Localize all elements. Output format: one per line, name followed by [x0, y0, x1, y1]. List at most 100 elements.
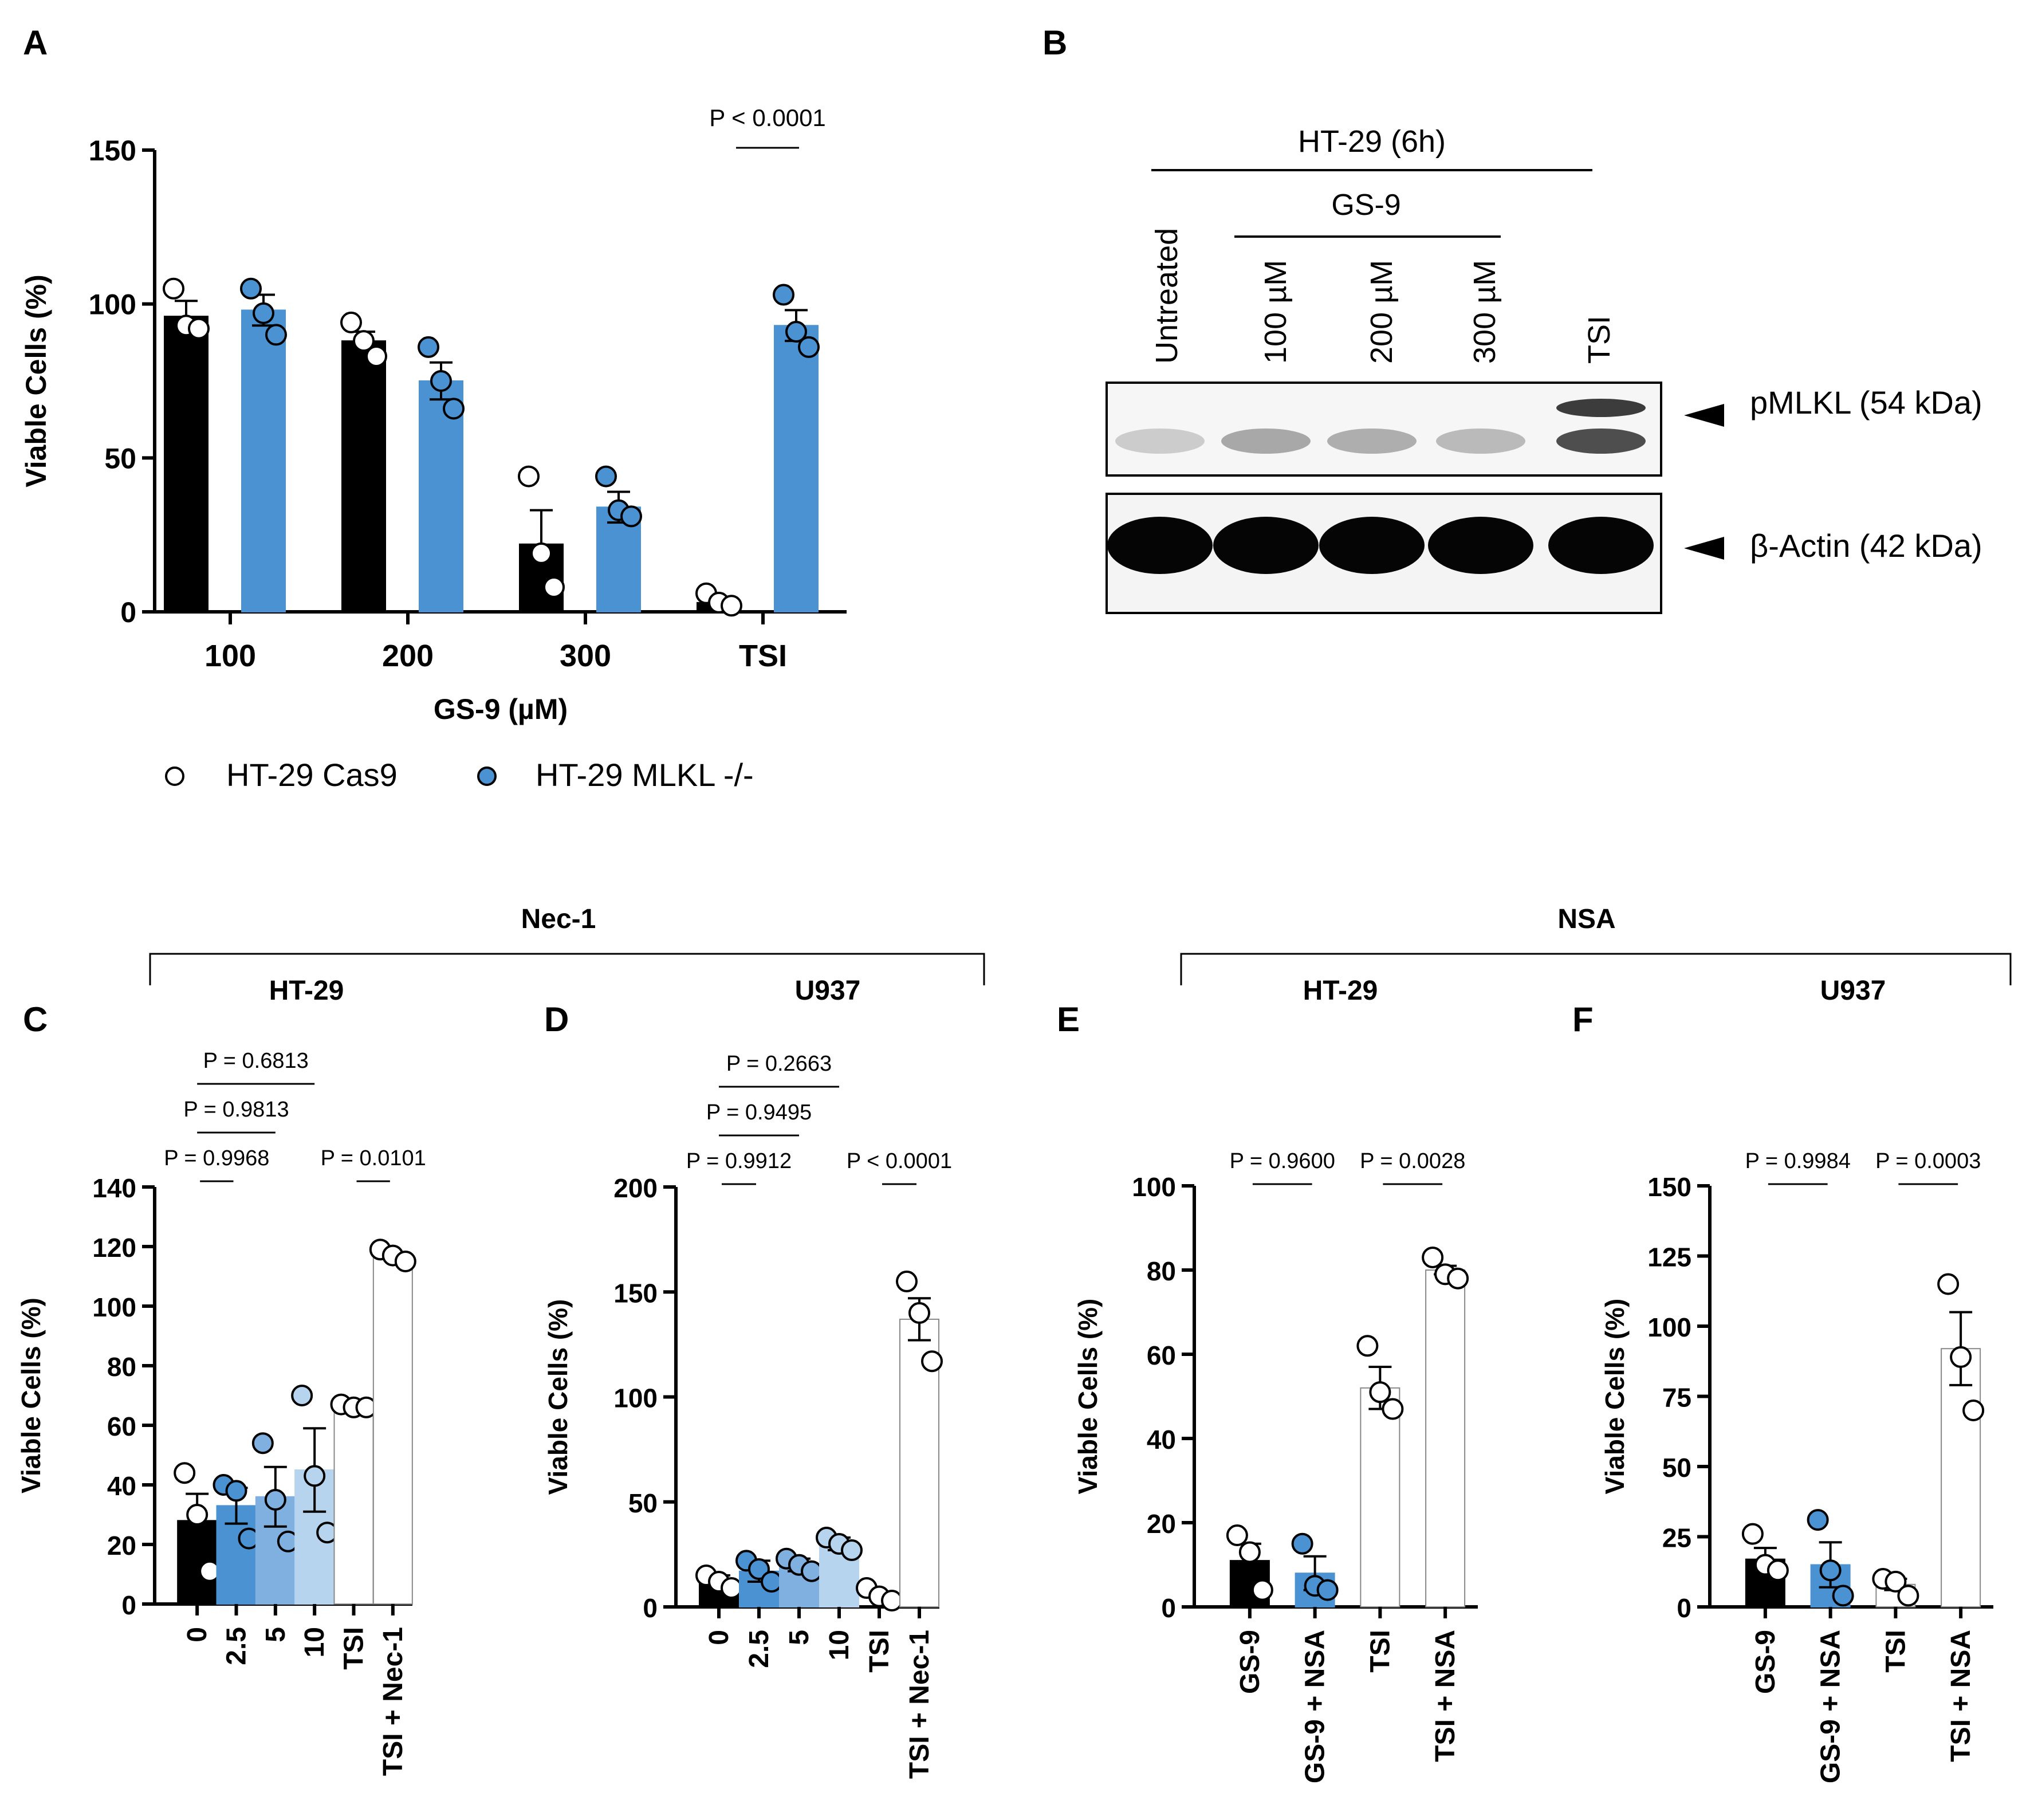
x-tick-label: GS-9 — [1235, 1630, 1265, 1694]
x-tick-label: TSI + NSA — [1430, 1630, 1461, 1762]
x-tick-label: 10 — [300, 1627, 330, 1657]
p-value-label: P = 0.9495 — [706, 1100, 812, 1125]
nec1-bracket: Nec-1 HT-29 U937 — [149, 904, 985, 1006]
x-axis-title: GS-9 (µM) — [434, 693, 568, 725]
bar — [1360, 1387, 1400, 1608]
x-tick-label: TSI — [739, 639, 787, 673]
bar — [1941, 1348, 1981, 1607]
y-tick-label: 120 — [92, 1233, 136, 1263]
bar — [341, 340, 386, 612]
data-point — [595, 465, 617, 488]
x-tick-label: 5 — [261, 1627, 291, 1642]
lane-label: 200 µM — [1364, 260, 1399, 364]
blot-band — [1428, 517, 1533, 574]
y-tick-label: 100 — [92, 1292, 136, 1322]
p-value-label: P < 0.0001 — [709, 104, 826, 131]
x-tick-label: TSI — [339, 1627, 369, 1670]
x-tick-label: 5 — [784, 1630, 815, 1645]
data-point — [1767, 1559, 1789, 1582]
blot-title: HT-29 (6h) — [1298, 124, 1446, 159]
x-tick-label: TSI — [1365, 1630, 1395, 1673]
data-point — [518, 465, 540, 488]
data-point — [1950, 1346, 1972, 1368]
chart-d: 0 50 100 150 200 Viable Cells (%) 0 2.5 5 10 TSI TS… — [543, 1052, 952, 1779]
data-point — [265, 324, 287, 346]
data-point — [291, 1385, 313, 1406]
data-point — [1447, 1267, 1469, 1290]
x-tick-label: 200 — [382, 639, 434, 673]
data-point — [1897, 1585, 1919, 1607]
bar — [164, 316, 208, 612]
data-point — [773, 284, 794, 306]
blot-bands-actin — [1107, 517, 1654, 574]
p-value-label: P = 0.0003 — [1875, 1149, 1981, 1173]
bar — [241, 309, 286, 612]
blot-band — [1327, 429, 1417, 454]
legend-marker-cas9 — [165, 766, 184, 786]
data-point — [620, 505, 642, 528]
data-point — [394, 1251, 416, 1272]
data-point — [1226, 1524, 1248, 1547]
bar — [333, 1406, 374, 1605]
y-tick-label: 60 — [107, 1412, 136, 1441]
x-tick-label: 2.5 — [744, 1630, 774, 1668]
data-point — [1251, 1579, 1273, 1601]
p-value-label: P = 0.6813 — [203, 1049, 309, 1073]
data-point — [841, 1539, 863, 1562]
x-tick-label: 10 — [824, 1630, 855, 1660]
y-axis-title: Viable Cells (%) — [1073, 1299, 1103, 1495]
data-point — [1819, 1559, 1842, 1582]
y-tick-label: 100 — [613, 1383, 658, 1413]
blot-band — [1556, 399, 1646, 417]
bar — [419, 380, 463, 612]
blot-band — [1213, 517, 1319, 574]
y-tick-label: 0 — [120, 596, 136, 628]
blot-band — [1436, 429, 1525, 454]
data-point — [1238, 1541, 1261, 1563]
bar — [1425, 1269, 1466, 1607]
x-tick-label: GS-9 + NSA — [1816, 1630, 1846, 1783]
chart-a: 0 50 100 150 Viable Cells (%) 100 200 300 TSI GS-… — [20, 104, 847, 725]
data-point — [1369, 1381, 1391, 1404]
y-tick-label: 100 — [89, 289, 136, 321]
y-tick-label: 100 — [1647, 1312, 1691, 1342]
y-tick-label: 0 — [643, 1593, 658, 1623]
y-tick-label: 40 — [107, 1471, 136, 1501]
band-label-actin: β-Actin (42 kDa) — [1750, 528, 1982, 564]
y-tick-label: 150 — [89, 135, 136, 167]
data-point — [785, 321, 807, 343]
nec1-ht29-label: HT-29 — [269, 976, 344, 1006]
y-tick-label: 75 — [1662, 1383, 1691, 1413]
nsa-ht29-label: HT-29 — [1303, 976, 1378, 1006]
x-tick-label: 0 — [182, 1627, 213, 1642]
panel-label-a: A — [23, 23, 48, 62]
data-point — [721, 595, 742, 617]
data-point — [443, 398, 465, 420]
x-tick-label: TSI + NSA — [1946, 1630, 1976, 1762]
x-tick-label: 300 — [560, 639, 611, 673]
legend-a: HT-29 Cas9 HT-29 MLKL -/- — [165, 757, 754, 793]
y-axis-title: Viable Cells (%) — [1600, 1299, 1630, 1495]
blot-band — [1319, 517, 1425, 574]
legend-label-cas9: HT-29 Cas9 — [226, 757, 398, 793]
y-tick-label: 50 — [1662, 1453, 1691, 1483]
arrow-pmlkl-icon — [1684, 404, 1724, 427]
x-tick-label: 100 — [204, 639, 256, 673]
data-point — [418, 336, 439, 358]
blot-band — [1548, 517, 1654, 574]
y-axis-title: Viable Cells (%) — [16, 1298, 46, 1493]
data-point — [1962, 1400, 1985, 1421]
y-tick-label: 50 — [104, 442, 136, 474]
y-tick-label: 25 — [1662, 1523, 1691, 1553]
chart-c: 0 20 40 60 80 100 120 140 Viable Cells (%) 0 2.5 5 1… — [16, 1049, 426, 1776]
y-axis-title: Viable Cells (%) — [20, 274, 52, 487]
y-tick-label: 100 — [1132, 1172, 1176, 1202]
y-tick-label: 50 — [628, 1488, 658, 1518]
bar — [774, 325, 819, 613]
lane-label: 300 µM — [1468, 260, 1502, 364]
data-point — [1291, 1532, 1313, 1555]
legend-label-mlkl: HT-29 MLKL -/- — [536, 757, 754, 793]
legend-marker-mlkl — [477, 766, 497, 786]
nec1-u937-label: U937 — [795, 976, 861, 1006]
